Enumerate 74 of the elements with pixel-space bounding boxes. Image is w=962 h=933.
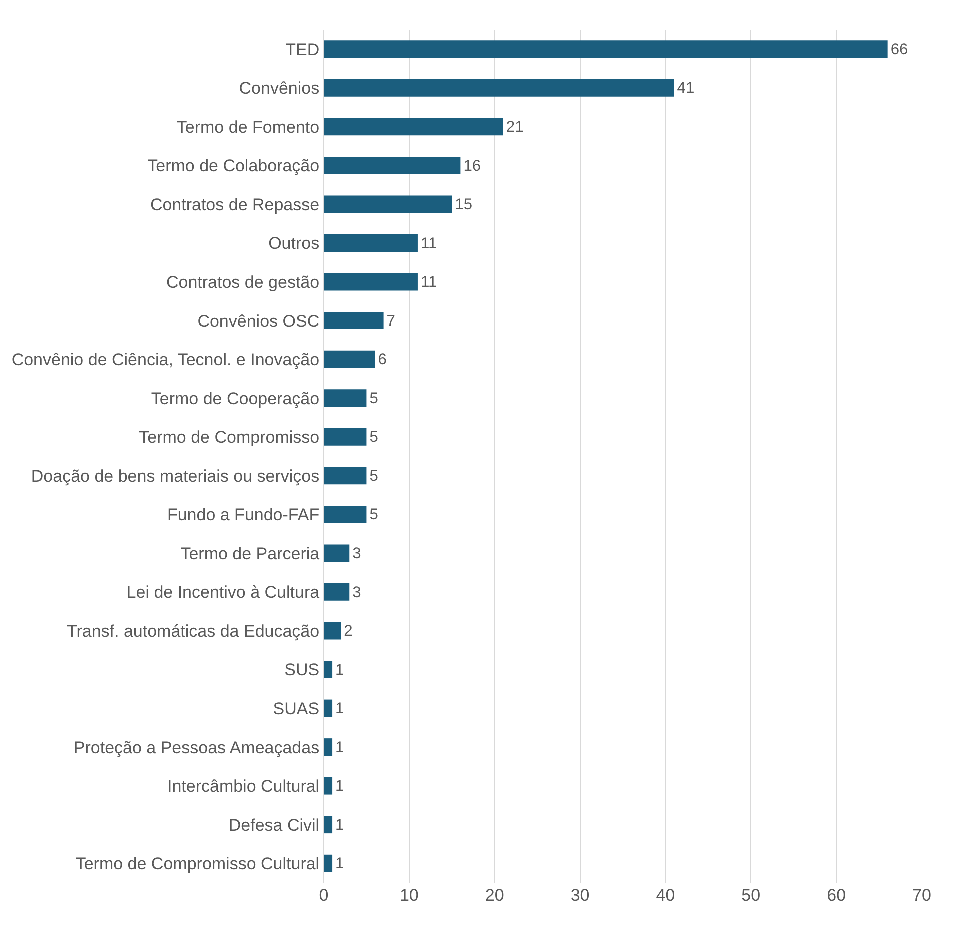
data-label: 1 [336,662,344,679]
y-tick-label: Doação de bens materiais ou serviços [31,466,320,486]
y-tick-label: Convênio de Ciência, Tecnol. e Inovação [12,350,320,370]
y-tick-label: Lei de Incentivo à Cultura [126,583,320,602]
x-tick-label: 20 [485,886,504,905]
bar [324,777,333,795]
y-tick-label: Contratos de gestão [166,272,320,292]
bar [324,428,367,446]
bar [324,273,418,291]
x-tick-label: 60 [827,886,846,905]
data-label: 15 [455,196,473,214]
data-label: 6 [378,352,387,369]
y-tick-label: Termo de Parceria [180,544,320,564]
data-label: 1 [336,739,344,756]
bar [324,506,367,524]
y-tick-label: Termo de Compromisso Cultural [76,854,320,874]
bar [324,156,461,174]
bar [324,661,333,678]
y-tick-label: Transf. automáticas da Educação [66,622,320,641]
bar [324,583,350,601]
y-tick-label: Defesa Civil [228,816,320,835]
x-tick-label: 10 [400,886,419,905]
data-label: 3 [352,545,362,562]
data-label: 1 [336,856,344,873]
x-tick-label: 30 [570,886,590,905]
bar [324,738,333,756]
x-tick-label: 50 [742,886,761,905]
data-label: 5 [370,390,379,408]
bar [324,816,333,834]
y-tick-label: SUS [284,660,320,680]
y-tick-label: Termo de Colaboração [148,156,320,176]
x-tick-label: 40 [656,886,676,905]
data-label: 5 [370,468,379,485]
bar [324,700,333,718]
bar [324,79,674,97]
y-tick-label: Termo de Compromisso [139,428,320,448]
y-tick-label: Fundo a Fundo-FAF [167,506,320,525]
data-label: 5 [370,429,379,446]
bar [324,390,367,408]
x-tick-label: 0 [319,886,329,905]
bar [324,350,376,368]
data-label: 1 [336,778,344,796]
data-label: 11 [420,235,438,252]
bar [324,196,452,214]
data-label: 5 [370,506,379,524]
y-tick-label: Termo de Fomento [176,118,320,137]
bar [324,854,333,872]
y-tick-label: Proteção a Pessoas Ameaçadas [74,738,320,758]
data-label: 7 [386,312,396,330]
x-tick-label: 70 [912,886,932,905]
bar [324,467,367,485]
data-label: 3 [352,584,362,602]
data-label: 41 [677,80,695,98]
data-label: 1 [336,700,344,718]
data-label: 2 [344,623,353,640]
bar [324,312,384,330]
y-tick-label: Intercâmbio Cultural [167,777,320,796]
y-tick-label: Convênios OSC [198,312,320,331]
data-label: 16 [464,158,482,175]
y-tick-label: Outros [268,234,320,254]
data-label: 66 [890,41,908,58]
y-tick-label: Termo de Cooperação [151,389,320,408]
bar [324,622,342,640]
y-tick-label: Contratos de Repasse [150,195,320,214]
y-tick-label: Convênios [239,79,320,98]
bar [324,234,418,252]
y-tick-label: TED [286,40,320,60]
data-label: 11 [420,274,438,292]
bar [324,40,888,58]
data-label: 1 [336,816,344,834]
data-label: 21 [506,118,524,136]
bar [324,118,504,136]
y-tick-label: SUAS [273,699,320,718]
bar [324,544,350,562]
